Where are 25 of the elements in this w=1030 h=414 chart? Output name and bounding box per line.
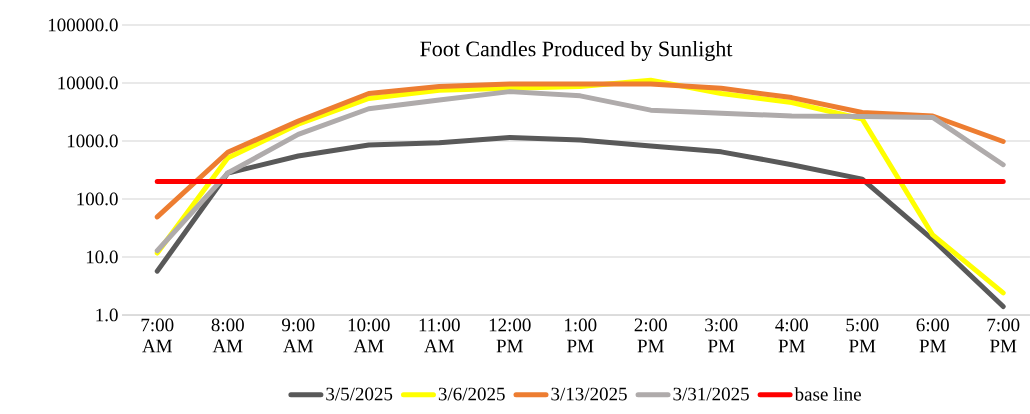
x-tick-label: 5:00 PM: [846, 318, 879, 353]
x-tick-label: 1:00 PM: [565, 318, 597, 353]
x-tick-label: 7:00 PM: [987, 318, 1020, 353]
x-tick-label: 4:00 PM: [775, 318, 808, 353]
legend-label: 3/6/2025: [438, 387, 505, 401]
x-tick-label: 3:00 PM: [705, 318, 738, 353]
x-tick-label: 11:00 AM: [419, 318, 460, 353]
y-tick-label: 10000.0: [58, 76, 118, 90]
y-tick-label: 1000.0: [67, 134, 118, 148]
x-tick-label: 2:00 PM: [634, 318, 667, 353]
x-tick-label: 10:00 AM: [348, 318, 390, 353]
x-tick-label: 12:00 PM: [489, 318, 531, 353]
legend-label: base line: [794, 387, 861, 401]
y-tick-label: 10.0: [86, 250, 118, 264]
text: Foot Candles Produced by Sunlight: [420, 40, 733, 61]
y-tick-label: 100.0: [77, 192, 118, 206]
legend-label: 3/31/2025: [673, 387, 749, 401]
x-tick-label: 8:00 AM: [211, 318, 244, 353]
x-tick-label: 9:00 AM: [281, 318, 315, 353]
x-tick-label: 6:00 PM: [916, 318, 949, 353]
legend-label: 3/13/2025: [551, 387, 627, 401]
x-tick-label: 7:00 AM: [141, 318, 174, 353]
y-tick-label: 1.0: [96, 308, 118, 322]
legend-label: 3/5/2025: [326, 387, 393, 401]
y-tick-label: 100000.0: [48, 18, 118, 32]
